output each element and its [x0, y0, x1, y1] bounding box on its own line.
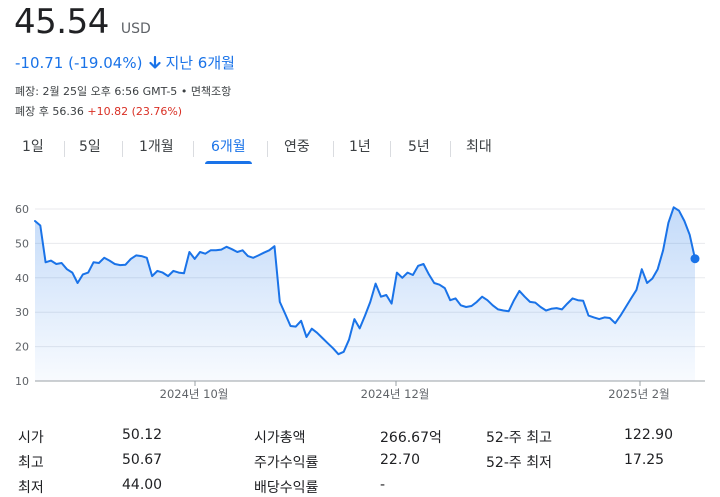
stat-label: 최고 — [18, 455, 44, 471]
close-time: 폐장: 2월 25일 오후 6:56 GMT-5 — [15, 85, 178, 98]
y-tick-label: 40 — [15, 272, 29, 285]
range-tabs: 1일 5일 1개월 6개월 연중 1년 5년 최대 — [0, 132, 720, 168]
after-hours-change: +10.82 (23.76%) — [87, 105, 183, 118]
price-line — [34, 206, 696, 356]
stat-value: 266.67억 — [380, 430, 442, 446]
stat-value: 122.90 — [624, 427, 673, 443]
stat-value: 50.12 — [122, 427, 163, 443]
stat-label: 배당수익률 — [254, 480, 319, 496]
price-change: -10.71 (-19.04%) — [15, 53, 143, 72]
after-hours-label: 폐장 후 — [15, 105, 49, 118]
last-price-dot — [690, 254, 700, 264]
tab-ytd[interactable]: 연중 — [284, 139, 310, 155]
tab-1y[interactable]: 1년 — [349, 139, 371, 155]
tab-divider — [267, 141, 268, 157]
tab-5y[interactable]: 5년 — [408, 139, 430, 155]
x-tick-label: 2025년 2월 — [608, 387, 669, 401]
y-tick-label: 20 — [15, 341, 29, 354]
tab-1d[interactable]: 1일 — [22, 139, 44, 155]
tab-6m[interactable]: 6개월 — [205, 132, 252, 164]
stat-label: 52-주 최저 — [486, 455, 552, 471]
x-tick-label: 2024년 12월 — [361, 387, 430, 401]
current-price: 45.54 — [14, 2, 109, 42]
tab-divider — [390, 141, 391, 157]
tab-5d[interactable]: 5일 — [79, 139, 101, 155]
tab-divider — [450, 141, 451, 157]
change-period: 지난 6개월 — [165, 54, 235, 72]
bullet: • — [180, 85, 188, 98]
stat-value: 50.67 — [122, 452, 163, 468]
stat-label: 최저 — [18, 480, 44, 496]
currency-label: USD — [120, 21, 151, 37]
stat-value: 17.25 — [624, 452, 665, 468]
y-tick-label: 60 — [15, 203, 29, 216]
price-change-row: -10.71 (-19.04%) 지난 6개월 — [15, 52, 235, 73]
stat-value: 22.70 — [380, 452, 421, 468]
tab-divider — [64, 141, 65, 157]
after-hours-price: 56.36 — [52, 105, 84, 118]
price-header: 45.54 USD — [14, 2, 151, 42]
after-hours-info: 폐장 후 56.36 +10.82 (23.76%) — [15, 103, 182, 119]
y-tick-label: 30 — [15, 306, 29, 319]
tab-max[interactable]: 최대 — [466, 139, 492, 155]
close-info: 폐장: 2월 25일 오후 6:56 GMT-5 • 면책조항 — [15, 83, 231, 99]
y-tick-label: 50 — [15, 237, 29, 250]
tab-divider — [122, 141, 123, 157]
arrow-down-icon — [149, 56, 162, 69]
stat-value: 44.00 — [122, 477, 163, 493]
stat-label: 시가총액 — [254, 430, 306, 446]
stat-value: - — [380, 477, 386, 493]
x-tick-label: 2024년 10월 — [160, 387, 229, 401]
y-tick-label: 10 — [15, 375, 29, 388]
tab-divider — [193, 141, 194, 157]
stat-label: 시가 — [18, 430, 44, 446]
tab-divider — [333, 141, 334, 157]
stat-label: 52-주 최고 — [486, 430, 552, 446]
price-chart[interactable]: 10 20 30 40 50 60 2024년 10월 2024년 12월 2025년 2월 — [0, 190, 720, 405]
disclaimer-link[interactable]: 면책조항 — [190, 85, 232, 98]
stat-label: 주가수익률 — [254, 455, 319, 471]
price-area — [35, 207, 695, 381]
tab-1m[interactable]: 1개월 — [139, 139, 174, 155]
